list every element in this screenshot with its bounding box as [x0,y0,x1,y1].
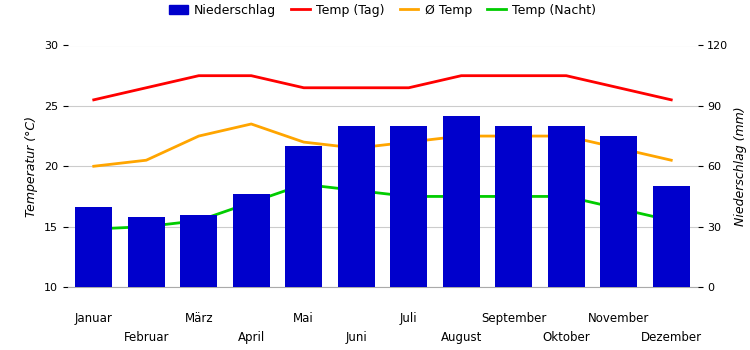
Bar [390,126,427,287]
Text: Januar: Januar [75,312,112,325]
Bar [338,126,375,287]
Bar [128,217,165,287]
Text: Dezember: Dezember [640,331,702,344]
Text: Mai: Mai [293,312,314,325]
Text: April: April [238,331,265,344]
Text: Juli: Juli [400,312,418,325]
Bar [548,126,585,287]
Text: Februar: Februar [124,331,169,344]
Bar [652,186,690,287]
Text: September: September [481,312,547,325]
Bar [495,126,532,287]
Bar [232,194,270,287]
Text: Oktober: Oktober [542,331,590,344]
Text: August: August [440,331,482,344]
Bar [180,215,218,287]
Text: November: November [588,312,650,325]
Legend: Niederschlag, Temp (Tag), Ø Temp, Temp (Nacht): Niederschlag, Temp (Tag), Ø Temp, Temp (… [164,0,601,22]
Bar [285,146,322,287]
Text: Juni: Juni [345,331,368,344]
Bar [75,206,112,287]
Bar [600,136,637,287]
Y-axis label: Temperatur (°C): Temperatur (°C) [25,116,38,217]
Text: März: März [184,312,213,325]
Bar [442,116,480,287]
Y-axis label: Niederschlag (mm): Niederschlag (mm) [734,106,747,226]
